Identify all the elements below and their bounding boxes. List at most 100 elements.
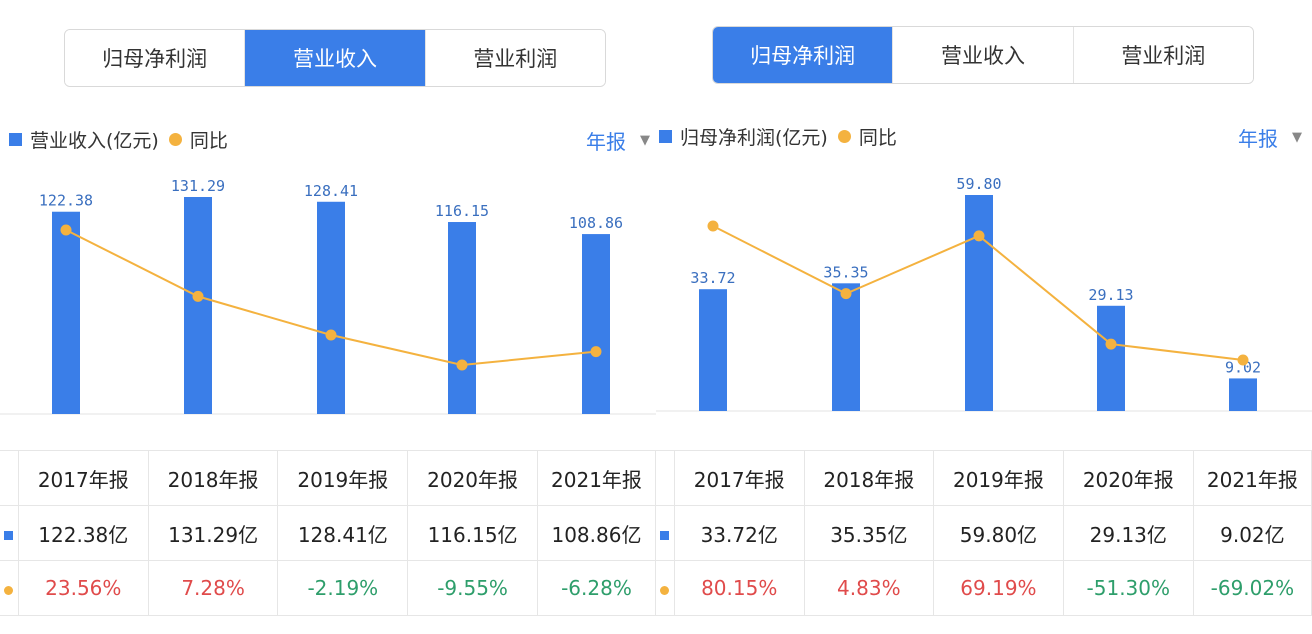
value-cell: 128.41亿 (277, 505, 409, 561)
bar (52, 211, 80, 414)
net-profit-table: 2017年报 2018年报 2019年报 2020年报 2021年报 33.72… (656, 450, 1312, 616)
bar-legend-label: 营业收入(亿元) (30, 130, 159, 152)
metric-tabs: 归母净利润 营业收入 营业利润 (64, 29, 606, 87)
yoy-point (590, 346, 602, 358)
value-cell: 29.13亿 (1062, 505, 1194, 561)
year-header: 2019年报 (933, 450, 1064, 506)
yoy-point (60, 224, 72, 236)
bar-value-label: 116.15 (435, 202, 489, 220)
yoy-cell: -9.55% (407, 560, 538, 616)
period-label: 年报 (1238, 127, 1278, 151)
revenue-table: 2017年报 2018年报 2019年报 2020年报 2021年报 122.3… (0, 450, 657, 616)
yoy-cell: 80.15% (673, 560, 805, 616)
bar (1229, 378, 1257, 411)
line-legend-swatch (837, 130, 851, 143)
value-cell: 33.72亿 (673, 505, 805, 561)
value-cell: 35.35亿 (803, 505, 935, 561)
bar (448, 222, 476, 414)
tab-net-profit[interactable]: 归母净利润 (65, 30, 246, 86)
value-cell: 59.80亿 (933, 505, 1064, 561)
yoy-point (973, 230, 985, 242)
yoy-cell: 4.83% (803, 560, 935, 616)
year-header: 2021年报 (536, 450, 657, 506)
value-cell: 122.38亿 (17, 505, 149, 561)
yoy-point (1105, 338, 1117, 350)
table-row-yoy: 23.56% 7.28% -2.19% -9.55% -6.28% (0, 560, 657, 616)
period-selector[interactable]: 年报 ▼ (1238, 123, 1302, 152)
table-header-row: 2017年报 2018年报 2019年报 2020年报 2021年报 (0, 450, 657, 506)
bar-value-label: 122.38 (39, 192, 93, 210)
value-cell: 131.29亿 (147, 505, 279, 561)
bar-legend-swatch (659, 130, 672, 143)
bar-legend-swatch (9, 133, 22, 146)
tab-revenue[interactable]: 营业收入 (893, 27, 1074, 83)
yoy-point (325, 329, 337, 341)
chart-legend: 归母净利润(亿元) 同比 (659, 123, 897, 150)
line-series-marker (0, 560, 19, 616)
year-header: 2019年报 (277, 450, 409, 506)
year-header: 2018年报 (803, 450, 935, 506)
bar-value-label: 128.41 (304, 182, 358, 200)
value-cell: 116.15亿 (407, 505, 538, 561)
bar (699, 289, 727, 411)
table-row-yoy: 80.15% 4.83% 69.19% -51.30% -69.02% (656, 560, 1312, 616)
yoy-point (192, 290, 204, 302)
value-cell: 108.86亿 (536, 505, 657, 561)
period-label: 年报 (586, 130, 626, 154)
bar (965, 195, 993, 411)
net-profit-chart: 33.72 35.35 59.80 29.13 9.02 (656, 175, 1312, 412)
table-row-values: 122.38亿 131.29亿 128.41亿 116.15亿 108.86亿 (0, 505, 657, 561)
yoy-cell: 7.28% (147, 560, 279, 616)
bar-value-label: 108.86 (569, 214, 623, 232)
yoy-cell: -51.30% (1062, 560, 1194, 616)
yoy-point (707, 220, 719, 232)
bar-legend-label: 归母净利润(亿元) (680, 127, 828, 149)
table-header-row: 2017年报 2018年报 2019年报 2020年报 2021年报 (656, 450, 1312, 506)
yoy-point (840, 288, 852, 300)
chart-legend: 营业收入(亿元) 同比 (9, 126, 228, 153)
bar (317, 201, 345, 414)
year-header: 2018年报 (147, 450, 279, 506)
bar (832, 283, 860, 411)
yoy-cell: 69.19% (933, 560, 1064, 616)
revenue-chart: 122.38 131.29 128.41 116.15 108.86 (0, 177, 656, 415)
tab-operating-profit[interactable]: 营业利润 (425, 30, 605, 86)
bar-series-marker (0, 505, 19, 561)
value-cell: 9.02亿 (1192, 505, 1312, 561)
yoy-cell: -6.28% (536, 560, 657, 616)
yoy-cell: 23.56% (17, 560, 149, 616)
yoy-cell: -2.19% (277, 560, 409, 616)
year-header: 2021年报 (1192, 450, 1312, 506)
table-row-values: 33.72亿 35.35亿 59.80亿 29.13亿 9.02亿 (656, 505, 1312, 561)
tab-net-profit[interactable]: 归母净利润 (713, 27, 894, 83)
bar-value-label: 29.13 (1088, 286, 1133, 304)
revenue-panel: 归母净利润 营业收入 营业利润 营业收入(亿元) 同比 年报 ▼ 122.38 1… (0, 29, 657, 616)
bar-value-label: 59.80 (956, 175, 1001, 193)
year-header: 2020年报 (1062, 450, 1194, 506)
line-series-marker (656, 560, 675, 616)
tab-revenue[interactable]: 营业收入 (245, 30, 426, 86)
line-legend-label: 同比 (189, 130, 228, 152)
chevron-down-icon: ▼ (1292, 130, 1302, 145)
year-header: 2020年报 (407, 450, 538, 506)
line-legend-label: 同比 (858, 127, 897, 149)
yoy-cell: -69.02% (1192, 560, 1312, 616)
bar-value-label: 131.29 (171, 177, 225, 195)
year-header: 2017年报 (17, 450, 149, 506)
bar-value-label: 35.35 (823, 263, 868, 281)
chevron-down-icon: ▼ (640, 133, 650, 148)
bar-series-marker (656, 505, 675, 561)
metric-tabs: 归母净利润 营业收入 营业利润 (712, 26, 1254, 84)
year-header: 2017年报 (673, 450, 805, 506)
line-legend-swatch (168, 133, 182, 146)
net-profit-panel: 归母净利润 营业收入 营业利润 归母净利润(亿元) 同比 年报 ▼ 33.72 3… (656, 0, 1312, 634)
tab-operating-profit[interactable]: 营业利润 (1073, 27, 1253, 83)
bar (582, 234, 610, 414)
bar-value-label: 33.72 (690, 269, 735, 287)
yoy-point (456, 359, 468, 371)
bar-value-label: 9.02 (1225, 358, 1261, 376)
yoy-point (1237, 354, 1249, 366)
bar (184, 197, 212, 414)
period-selector[interactable]: 年报 ▼ (586, 126, 650, 155)
bar (1097, 305, 1125, 411)
